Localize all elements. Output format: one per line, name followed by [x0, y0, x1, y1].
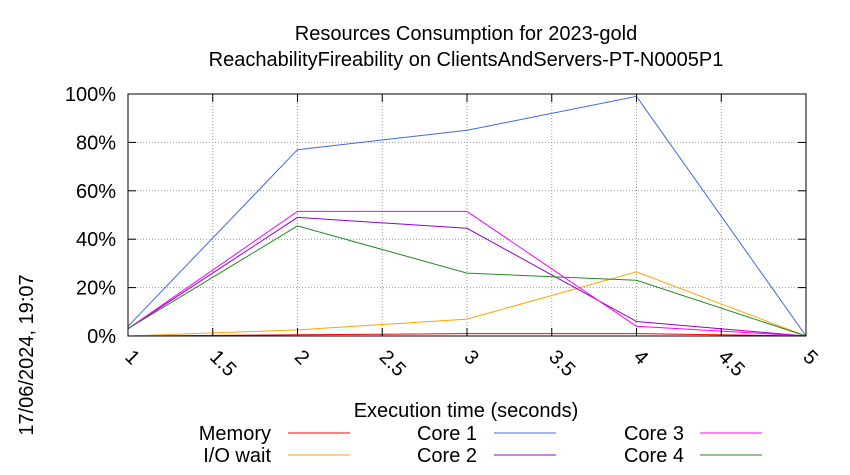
data-series [127, 95, 807, 337]
chart-title-line-1: Resources Consumption for 2023-gold [295, 23, 637, 45]
y-axis-ticks: 0% 20% 40% 60% 80% 100% [65, 84, 806, 348]
x-tick-label: 4.5 [714, 346, 749, 381]
legend-label: Core 4 [624, 445, 684, 467]
legend-item: Core 1 [417, 423, 556, 445]
series-line-core-1 [127, 95, 807, 337]
x-tick-label: 4 [629, 346, 652, 369]
legend-label: Memory [199, 423, 271, 445]
legend-label: Core 1 [417, 423, 477, 445]
y-tick-label: 60% [76, 181, 116, 203]
x-tick-label: 5 [798, 346, 821, 369]
x-axis-ticks: 1 1.5 2 2.5 3 3.5 4 4.5 5 [120, 94, 822, 381]
series-line-core-3 [127, 210, 807, 337]
timestamp-label: 17/06/2024, 19:07 [16, 274, 38, 435]
y-tick-label: 0% [87, 326, 116, 348]
chart-title: Resources Consumption for 2023-gold Reac… [209, 23, 724, 71]
y-tick-label: 100% [65, 84, 116, 106]
legend-item: Core 4 [624, 445, 762, 467]
legend-item: Core 2 [417, 445, 556, 467]
chart-title-line-2: ReachabilityFireability on ClientsAndSer… [209, 49, 724, 71]
legend-item: Memory [199, 423, 350, 445]
x-tick-label: 1 [120, 346, 143, 369]
x-tick-label: 2.5 [375, 346, 410, 381]
x-tick-label: 3 [459, 346, 482, 369]
legend-label: I/O wait [203, 445, 271, 467]
x-tick-label: 1.5 [205, 346, 240, 381]
legend-item: Core 3 [624, 423, 762, 445]
legend-item: I/O wait [203, 445, 350, 467]
series-line-core-4 [127, 225, 807, 337]
y-tick-label: 20% [76, 278, 116, 300]
series-line-i-o-wait [127, 271, 807, 337]
x-axis-label: Execution time (seconds) [354, 400, 579, 422]
y-tick-label: 40% [76, 229, 116, 251]
y-tick-label: 80% [76, 132, 116, 154]
legend-label: Core 3 [624, 423, 684, 445]
series-line-core-2 [127, 216, 807, 337]
x-tick-label: 2 [290, 346, 313, 369]
legend-label: Core 2 [417, 445, 477, 467]
x-tick-label: 3.5 [544, 346, 579, 381]
